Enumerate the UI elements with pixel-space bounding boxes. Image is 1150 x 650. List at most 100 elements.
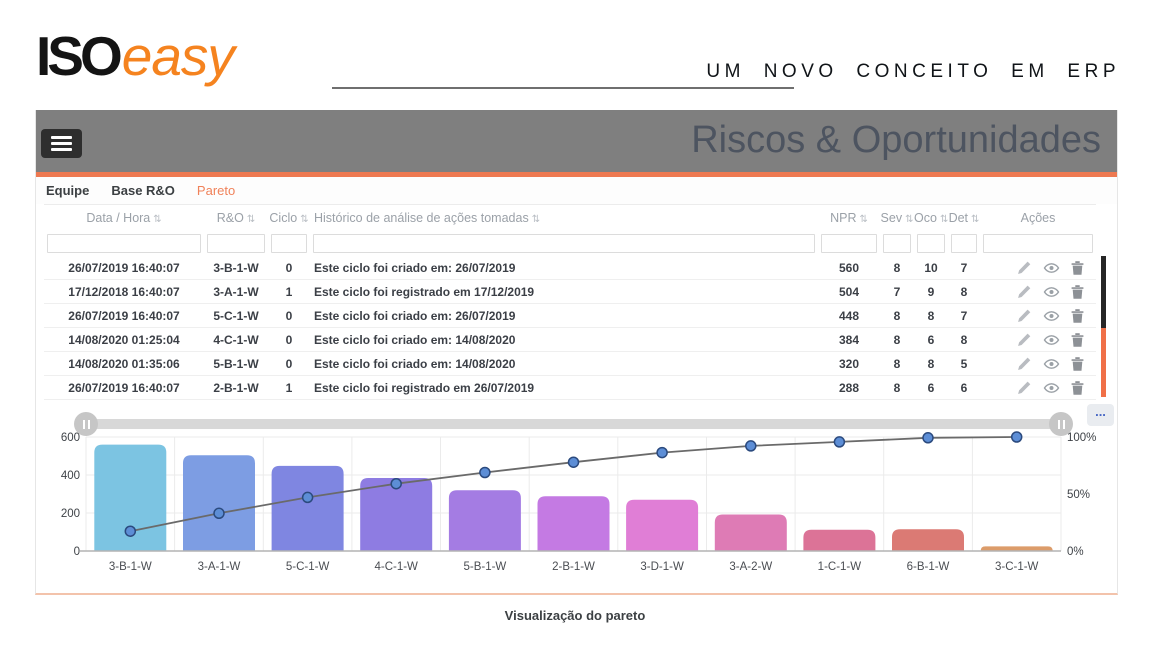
svg-text:4-C-1-W: 4-C-1-W — [374, 561, 418, 573]
filter-input-data-hora[interactable] — [47, 233, 201, 253]
row-actions — [980, 260, 1096, 276]
delete-icon[interactable] — [1070, 356, 1086, 372]
filter-cell-npr — [818, 233, 880, 253]
table-scrollbar[interactable] — [1101, 256, 1106, 397]
table-row: 14/08/2020 01:25:04 4-C-1-W 0 Este ciclo fo… — [44, 328, 1096, 352]
svg-text:2-B-1-W: 2-B-1-W — [552, 561, 595, 573]
view-icon[interactable] — [1043, 284, 1060, 300]
view-icon[interactable] — [1043, 356, 1060, 372]
filter-cell-data-hora — [44, 233, 204, 253]
cell-sev: 8 — [893, 308, 901, 323]
col-header-historico[interactable]: Histórico de análise de ações tomadas ⇅ — [310, 211, 818, 225]
col-header-sev[interactable]: Sev ⇅ — [880, 211, 914, 225]
cell-data_hora: 14/08/2020 01:25:04 — [68, 332, 180, 347]
edit-icon[interactable] — [1016, 260, 1032, 276]
delete-icon[interactable] — [1070, 260, 1086, 276]
delete-icon[interactable] — [1070, 284, 1086, 300]
scrollbar-track-accent — [1101, 328, 1106, 397]
svg-text:0: 0 — [74, 546, 80, 558]
col-header-label: Det — [948, 210, 969, 225]
edit-icon[interactable] — [1016, 332, 1032, 348]
cell-sev: 7 — [893, 284, 901, 299]
sort-arrows-icon: ⇅ — [939, 213, 949, 225]
cell-ro: 2-B-1-W — [213, 380, 259, 395]
filter-input-npr[interactable] — [821, 233, 877, 253]
edit-icon[interactable] — [1016, 356, 1032, 372]
slider-handle-right[interactable] — [1049, 412, 1073, 436]
table-row: 14/08/2020 01:35:06 5-B-1-W 0 Este ciclo fo… — [44, 352, 1096, 376]
tab-equipe[interactable]: Equipe — [46, 183, 90, 198]
filter-input-ciclo[interactable] — [271, 233, 307, 253]
tab-base-ro[interactable]: Base R&O — [111, 183, 175, 198]
table-row: 26/07/2019 16:40:07 2-B-1-W 1 Este ciclo fo… — [44, 376, 1096, 400]
panel-header: Riscos & Oportunidades — [36, 110, 1117, 172]
col-header-label: Ciclo — [269, 210, 298, 225]
col-header-data-hora[interactable]: Data / Hora ⇅ — [44, 211, 204, 225]
delete-icon[interactable] — [1070, 380, 1086, 396]
sort-arrows-icon: ⇅ — [905, 213, 914, 225]
cell-historico: Este ciclo foi registrado em 17/12/2019 — [314, 284, 535, 299]
edit-icon[interactable] — [1016, 380, 1032, 396]
view-icon[interactable] — [1043, 380, 1060, 396]
cell-ciclo: 0 — [285, 260, 293, 275]
edit-icon[interactable] — [1016, 308, 1032, 324]
view-icon[interactable] — [1043, 308, 1060, 324]
cell-det: 5 — [960, 356, 968, 371]
col-header-label: Histórico de análise de ações tomadas — [314, 210, 529, 225]
col-header-det[interactable]: Det ⇅ — [948, 211, 980, 225]
col-header-label: Ações — [1020, 210, 1056, 225]
filter-cell-ciclo — [268, 233, 310, 253]
chart-more-button[interactable]: ... — [1087, 404, 1114, 426]
filter-input-acoes[interactable] — [983, 233, 1093, 253]
row-actions — [980, 356, 1096, 372]
filter-input-det[interactable] — [951, 233, 977, 253]
cell-sev: 8 — [893, 380, 901, 395]
table-row: 17/12/2018 16:40:07 3-A-1-W 1 Este ciclo fo… — [44, 280, 1096, 304]
col-header-ciclo[interactable]: Ciclo ⇅ — [268, 211, 310, 225]
sort-arrows-icon: ⇅ — [246, 213, 256, 225]
cell-det: 6 — [960, 380, 968, 395]
accent-bar — [36, 172, 1117, 177]
cell-historico: Este ciclo foi criado em: 14/08/2020 — [314, 332, 516, 347]
filter-input-ro[interactable] — [207, 233, 265, 253]
col-header-oco[interactable]: Oco ⇅ — [914, 211, 948, 225]
col-header-npr[interactable]: NPR ⇅ — [818, 211, 880, 225]
filter-input-sev[interactable] — [883, 233, 911, 253]
delete-icon[interactable] — [1070, 308, 1086, 324]
chart-caption: Visualização do pareto — [504, 608, 646, 623]
cell-oco: 9 — [927, 284, 935, 299]
slider-handle-left[interactable] — [74, 412, 98, 436]
cell-historico: Este ciclo foi criado em: 26/07/2019 — [314, 308, 516, 323]
svg-text:0%: 0% — [1067, 546, 1084, 558]
edit-icon[interactable] — [1016, 284, 1032, 300]
tab-pareto[interactable]: Pareto — [196, 183, 236, 198]
logo: ISOeasy — [36, 24, 235, 88]
cell-ciclo: 0 — [285, 356, 293, 371]
svg-text:3-C-1-W: 3-C-1-W — [995, 561, 1039, 573]
page-title: Riscos & Oportunidades — [691, 119, 1101, 161]
delete-icon[interactable] — [1070, 332, 1086, 348]
view-icon[interactable] — [1043, 332, 1060, 348]
view-icon[interactable] — [1043, 260, 1060, 276]
row-actions — [980, 284, 1096, 300]
filter-cell-sev — [880, 233, 914, 253]
cell-ro: 5-B-1-W — [213, 356, 259, 371]
svg-text:100%: 100% — [1067, 432, 1096, 444]
cell-historico: Este ciclo foi criado em: 26/07/2019 — [314, 260, 516, 275]
row-actions — [980, 332, 1096, 348]
menu-button[interactable] — [41, 129, 82, 158]
col-header-ro[interactable]: R&O ⇅ — [204, 211, 268, 225]
sort-arrows-icon: ⇅ — [153, 213, 162, 225]
pareto-chart[interactable]: 0 200 400 600 0% 50% 100% 3-B-1-W 3-A-1-W 5-C-1-W… — [36, 422, 1119, 590]
filter-input-historico[interactable] — [313, 233, 815, 253]
logo-easy-text: easy — [121, 25, 235, 87]
scrollbar-thumb[interactable] — [1101, 256, 1106, 328]
svg-text:6-B-1-W: 6-B-1-W — [907, 561, 950, 573]
cell-det: 7 — [960, 308, 968, 323]
cell-npr: 504 — [838, 284, 860, 299]
chart-range-slider[interactable] — [74, 412, 1073, 436]
cell-ciclo: 1 — [285, 284, 293, 299]
logo-iso-text: ISO — [36, 25, 123, 87]
filter-input-oco[interactable] — [917, 233, 945, 253]
svg-text:200: 200 — [61, 508, 80, 520]
